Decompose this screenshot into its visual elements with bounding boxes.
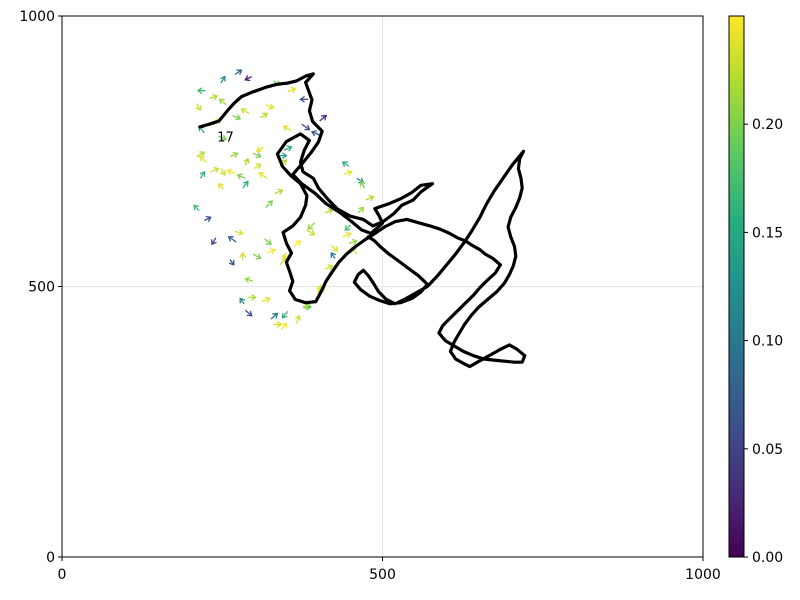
quiver-arrow xyxy=(244,309,253,317)
quiver-arrow xyxy=(227,236,237,243)
quiver-arrow xyxy=(211,237,217,246)
quiver-arrow xyxy=(365,195,375,202)
quiver-arrow xyxy=(196,87,206,95)
quiver-arrow xyxy=(293,240,302,247)
y-axis: 0 500 1000 xyxy=(19,9,62,566)
y-tick-label: 500 xyxy=(28,280,55,296)
quiver-arrow xyxy=(210,166,220,174)
y-tick-label: 0 xyxy=(46,550,55,566)
quiver-arrow xyxy=(344,224,351,232)
quiver-arrow xyxy=(243,157,250,166)
quiver-arrow xyxy=(330,244,339,252)
quiver-arrow xyxy=(258,172,268,179)
trajectory-path xyxy=(198,72,527,369)
quiver-arrow xyxy=(242,180,249,189)
quiver-arrow xyxy=(209,93,219,101)
quiver-arrow xyxy=(359,180,366,189)
quiver-arrow xyxy=(218,134,228,141)
quiver-arrow xyxy=(283,145,293,152)
quiver-arrow xyxy=(247,293,257,301)
x-tick-label: 0 xyxy=(58,567,67,583)
quiver-arrow xyxy=(280,322,288,331)
colorbar-tick-label: 0.00 xyxy=(752,550,783,566)
quiver-arrow xyxy=(310,130,320,137)
quiver-arrow xyxy=(343,169,353,177)
quiver-arrow xyxy=(299,95,309,103)
quiver-arrow xyxy=(220,168,226,177)
quiver-arrow xyxy=(217,182,225,190)
quiver-arrow xyxy=(260,112,269,119)
quiver-arrow xyxy=(234,229,244,236)
quiver-arrow xyxy=(234,69,243,75)
quiver-arrow xyxy=(198,155,207,163)
quiver-arrow xyxy=(244,75,253,82)
y-tick-label: 1000 xyxy=(19,9,55,25)
quiver-arrow xyxy=(226,168,236,175)
quiver-arrow xyxy=(196,151,206,158)
quiver-arrow xyxy=(204,215,212,222)
quiver-arrow xyxy=(348,238,358,246)
quiver-arrow xyxy=(341,161,350,167)
trajectory-annotation: 17 xyxy=(217,131,234,146)
x-tick-label: 1000 xyxy=(685,567,721,583)
quiver-arrow xyxy=(229,151,239,158)
quiver-arrow xyxy=(253,163,262,170)
quiver-arrow xyxy=(240,107,250,114)
colorbar-tick-label: 0.20 xyxy=(752,117,783,133)
quiver-arrow xyxy=(236,173,246,180)
x-tick-label: 500 xyxy=(369,567,396,583)
quiver-arrow xyxy=(265,200,274,208)
quiver-arrow xyxy=(255,146,264,152)
quiver-arrow xyxy=(306,229,316,236)
quiver-arrow xyxy=(307,222,316,230)
colorbar xyxy=(728,15,745,558)
quiver-arrow xyxy=(281,310,289,319)
quiver-arrow xyxy=(264,238,272,246)
quiver-arrow xyxy=(239,251,247,261)
quiver-arrow xyxy=(252,253,262,260)
quiver-arrow xyxy=(265,103,275,110)
quiver-arrow xyxy=(282,125,292,132)
quiver-arrow xyxy=(195,103,202,112)
colorbar-ticks: 0.00 0.05 0.10 0.15 0.20 xyxy=(744,117,783,566)
quiver-arrow xyxy=(261,296,271,303)
quiver-arrow xyxy=(266,248,276,255)
quiver-arrow xyxy=(244,276,254,284)
quiver-arrow xyxy=(319,114,327,122)
quiver-arrow xyxy=(232,114,242,121)
colorbar-tick-label: 0.05 xyxy=(752,442,783,458)
quiver-arrow xyxy=(294,314,302,324)
colorbar-tick-label: 0.15 xyxy=(752,225,783,241)
quiver-arrow xyxy=(357,206,365,214)
quiver-arrow xyxy=(252,152,262,159)
quiver-arrow xyxy=(199,170,206,179)
quiver-arrow xyxy=(278,152,288,159)
quiver-arrow xyxy=(287,86,297,94)
colorbar-tick-label: 0.10 xyxy=(752,334,783,350)
quiver-arrows xyxy=(193,69,375,331)
quiver-arrow xyxy=(324,264,334,271)
quiver-arrow xyxy=(239,297,246,305)
quiver-arrow xyxy=(342,231,352,239)
quiver-arrow xyxy=(274,188,284,195)
quiver-arrow xyxy=(330,252,337,259)
quiver-arrow xyxy=(220,75,226,84)
quiver-arrow xyxy=(218,98,227,106)
quiver-arrow xyxy=(301,123,311,131)
quiver-arrow xyxy=(228,259,235,266)
x-axis: 0 500 1000 xyxy=(58,557,721,583)
quiver-arrow xyxy=(193,204,200,212)
quiver-arrow xyxy=(303,303,312,309)
quiver-arrow xyxy=(273,321,283,328)
quiver-arrow xyxy=(270,312,279,320)
